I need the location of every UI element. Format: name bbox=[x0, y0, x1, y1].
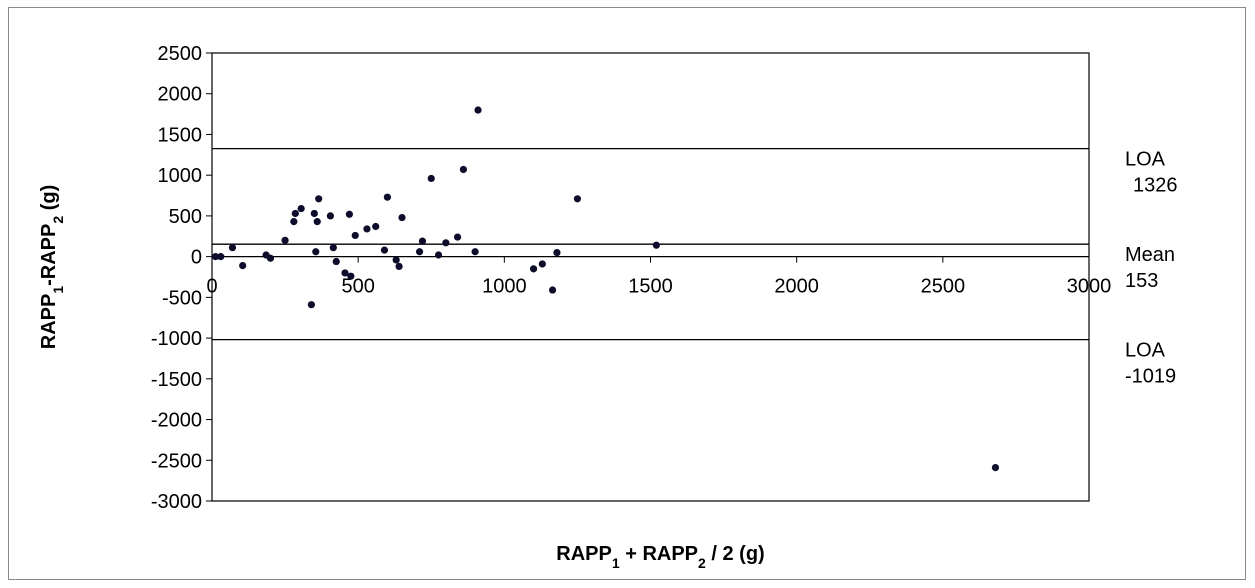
data-point bbox=[310, 209, 318, 218]
data-point bbox=[351, 231, 359, 240]
y-tick-label: -500 bbox=[162, 287, 202, 309]
y-tick-label: 500 bbox=[169, 206, 202, 228]
reference-line-label: LOA bbox=[1125, 340, 1166, 362]
x-tick-label: 3000 bbox=[1067, 276, 1112, 298]
x-tick-label: 0 bbox=[206, 276, 217, 298]
x-tick-label: 500 bbox=[341, 276, 374, 298]
y-tick-label: 0 bbox=[191, 247, 202, 269]
y-tick-label: -2500 bbox=[151, 450, 202, 472]
data-point bbox=[290, 218, 298, 226]
x-axis-title: RAPP1 + RAPP2 / 2 (g) bbox=[556, 543, 764, 571]
y-tick-label: 1000 bbox=[158, 165, 203, 187]
y-tick-label: -3000 bbox=[151, 491, 202, 513]
data-point bbox=[345, 210, 353, 218]
data-point bbox=[415, 248, 424, 256]
y-tick-label: 1500 bbox=[158, 124, 203, 146]
y-axis-title: RAPP1-RAPP2 (g) bbox=[38, 185, 66, 350]
data-point bbox=[281, 236, 289, 244]
data-point bbox=[395, 262, 403, 271]
y-tick-label: 2500 bbox=[158, 43, 203, 65]
data-point bbox=[392, 256, 400, 264]
data-point bbox=[329, 244, 337, 252]
y-tick-label: -1500 bbox=[151, 369, 202, 391]
chart-frame: 2500 2000 1500 1000 500 0 -500 -1000 -1500 -2000-… bbox=[8, 7, 1246, 580]
data-point bbox=[991, 464, 1000, 472]
data-point bbox=[418, 237, 427, 245]
x-tick-label: 2000 bbox=[774, 276, 819, 298]
reference-line-value: 1326 bbox=[1133, 175, 1178, 197]
data-point bbox=[326, 212, 334, 220]
data-point bbox=[398, 213, 406, 222]
data-point bbox=[548, 286, 557, 294]
scatter-plot: 25002000150010005000-500-1000-1500-2000-… bbox=[38, 43, 1178, 571]
reference-line-label: Mean bbox=[1125, 244, 1175, 266]
data-point bbox=[217, 253, 225, 261]
data-point bbox=[553, 248, 561, 257]
data-point bbox=[347, 272, 355, 280]
data-point bbox=[474, 106, 482, 114]
data-point bbox=[529, 265, 538, 273]
plot-area bbox=[211, 52, 1090, 502]
data-point bbox=[312, 248, 320, 256]
data-point bbox=[363, 225, 371, 233]
data-point bbox=[380, 246, 389, 254]
data-point bbox=[372, 222, 380, 231]
data-point bbox=[459, 165, 468, 174]
data-point bbox=[332, 257, 340, 266]
data-point bbox=[228, 244, 237, 252]
data-point bbox=[341, 269, 349, 277]
x-tick-label: 2500 bbox=[921, 276, 966, 298]
data-point bbox=[453, 233, 462, 241]
data-point bbox=[442, 239, 450, 247]
data-point bbox=[291, 209, 299, 218]
data-point bbox=[239, 261, 247, 270]
reference-line-value: 153 bbox=[1125, 270, 1158, 292]
reference-line-label: LOA bbox=[1125, 149, 1166, 171]
data-point bbox=[383, 193, 391, 201]
data-point bbox=[307, 301, 315, 309]
data-point bbox=[471, 248, 479, 256]
data-point bbox=[434, 251, 443, 259]
data-point bbox=[266, 254, 275, 262]
data-point bbox=[573, 195, 582, 203]
reference-line-value: -1019 bbox=[1125, 366, 1176, 388]
data-point bbox=[652, 241, 660, 249]
y-tick-label: -1000 bbox=[151, 328, 202, 350]
data-point bbox=[315, 195, 323, 203]
y-tick-label: 2000 bbox=[158, 84, 203, 106]
data-point bbox=[297, 204, 305, 213]
data-point bbox=[427, 174, 435, 183]
y-tick-label: -2000 bbox=[151, 410, 202, 432]
data-point bbox=[538, 260, 546, 268]
data-point bbox=[211, 253, 220, 261]
x-tick-label: 1500 bbox=[628, 276, 673, 298]
x-tick-label: 1000 bbox=[482, 276, 527, 298]
data-point bbox=[313, 218, 321, 226]
